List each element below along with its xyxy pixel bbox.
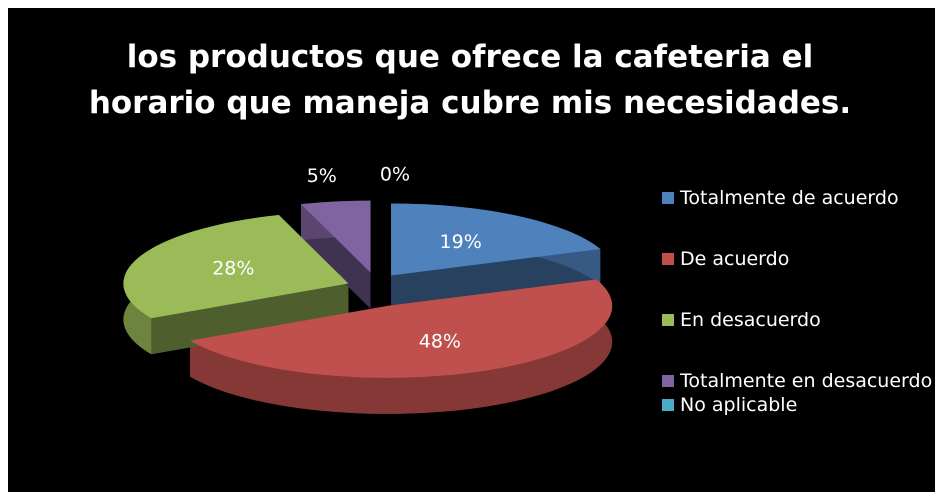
slice xyxy=(190,279,613,378)
slice xyxy=(391,203,601,276)
legend: Totalmente de acuerdo De acuerdo En desacu… xyxy=(658,186,933,454)
legend-label: No aplicable xyxy=(680,394,798,416)
legend-swatch xyxy=(662,192,674,204)
legend-swatch xyxy=(662,399,674,411)
legend-swatch xyxy=(662,253,674,265)
data-label: 28% xyxy=(212,257,254,279)
chart-title: los productos que ofrece la cafeteria el… xyxy=(88,39,852,121)
slice-edge xyxy=(151,283,349,355)
legend-swatch xyxy=(662,314,674,326)
data-label: 19% xyxy=(440,231,482,253)
legend-label: Totalmente en desacuerdo xyxy=(680,370,933,392)
legend-label: En desacuerdo xyxy=(680,309,821,331)
data-label: 0% xyxy=(380,164,410,186)
legend-item: En desacuerdo xyxy=(658,308,933,332)
data-label: 5% xyxy=(307,165,337,187)
slice xyxy=(300,200,371,273)
data-label: 48% xyxy=(419,330,461,352)
legend-swatch xyxy=(662,375,674,387)
slice xyxy=(123,215,349,319)
legend-label: Totalmente de acuerdo xyxy=(680,187,899,209)
legend-item: De acuerdo xyxy=(658,247,933,271)
legend-item: No aplicable xyxy=(658,393,933,417)
legend-item: Totalmente de acuerdo xyxy=(658,186,933,210)
slice-wall xyxy=(190,279,613,414)
legend-label: De acuerdo xyxy=(680,248,790,270)
legend-item: Totalmente en desacuerdo xyxy=(658,369,933,393)
slice-edge xyxy=(391,248,601,312)
